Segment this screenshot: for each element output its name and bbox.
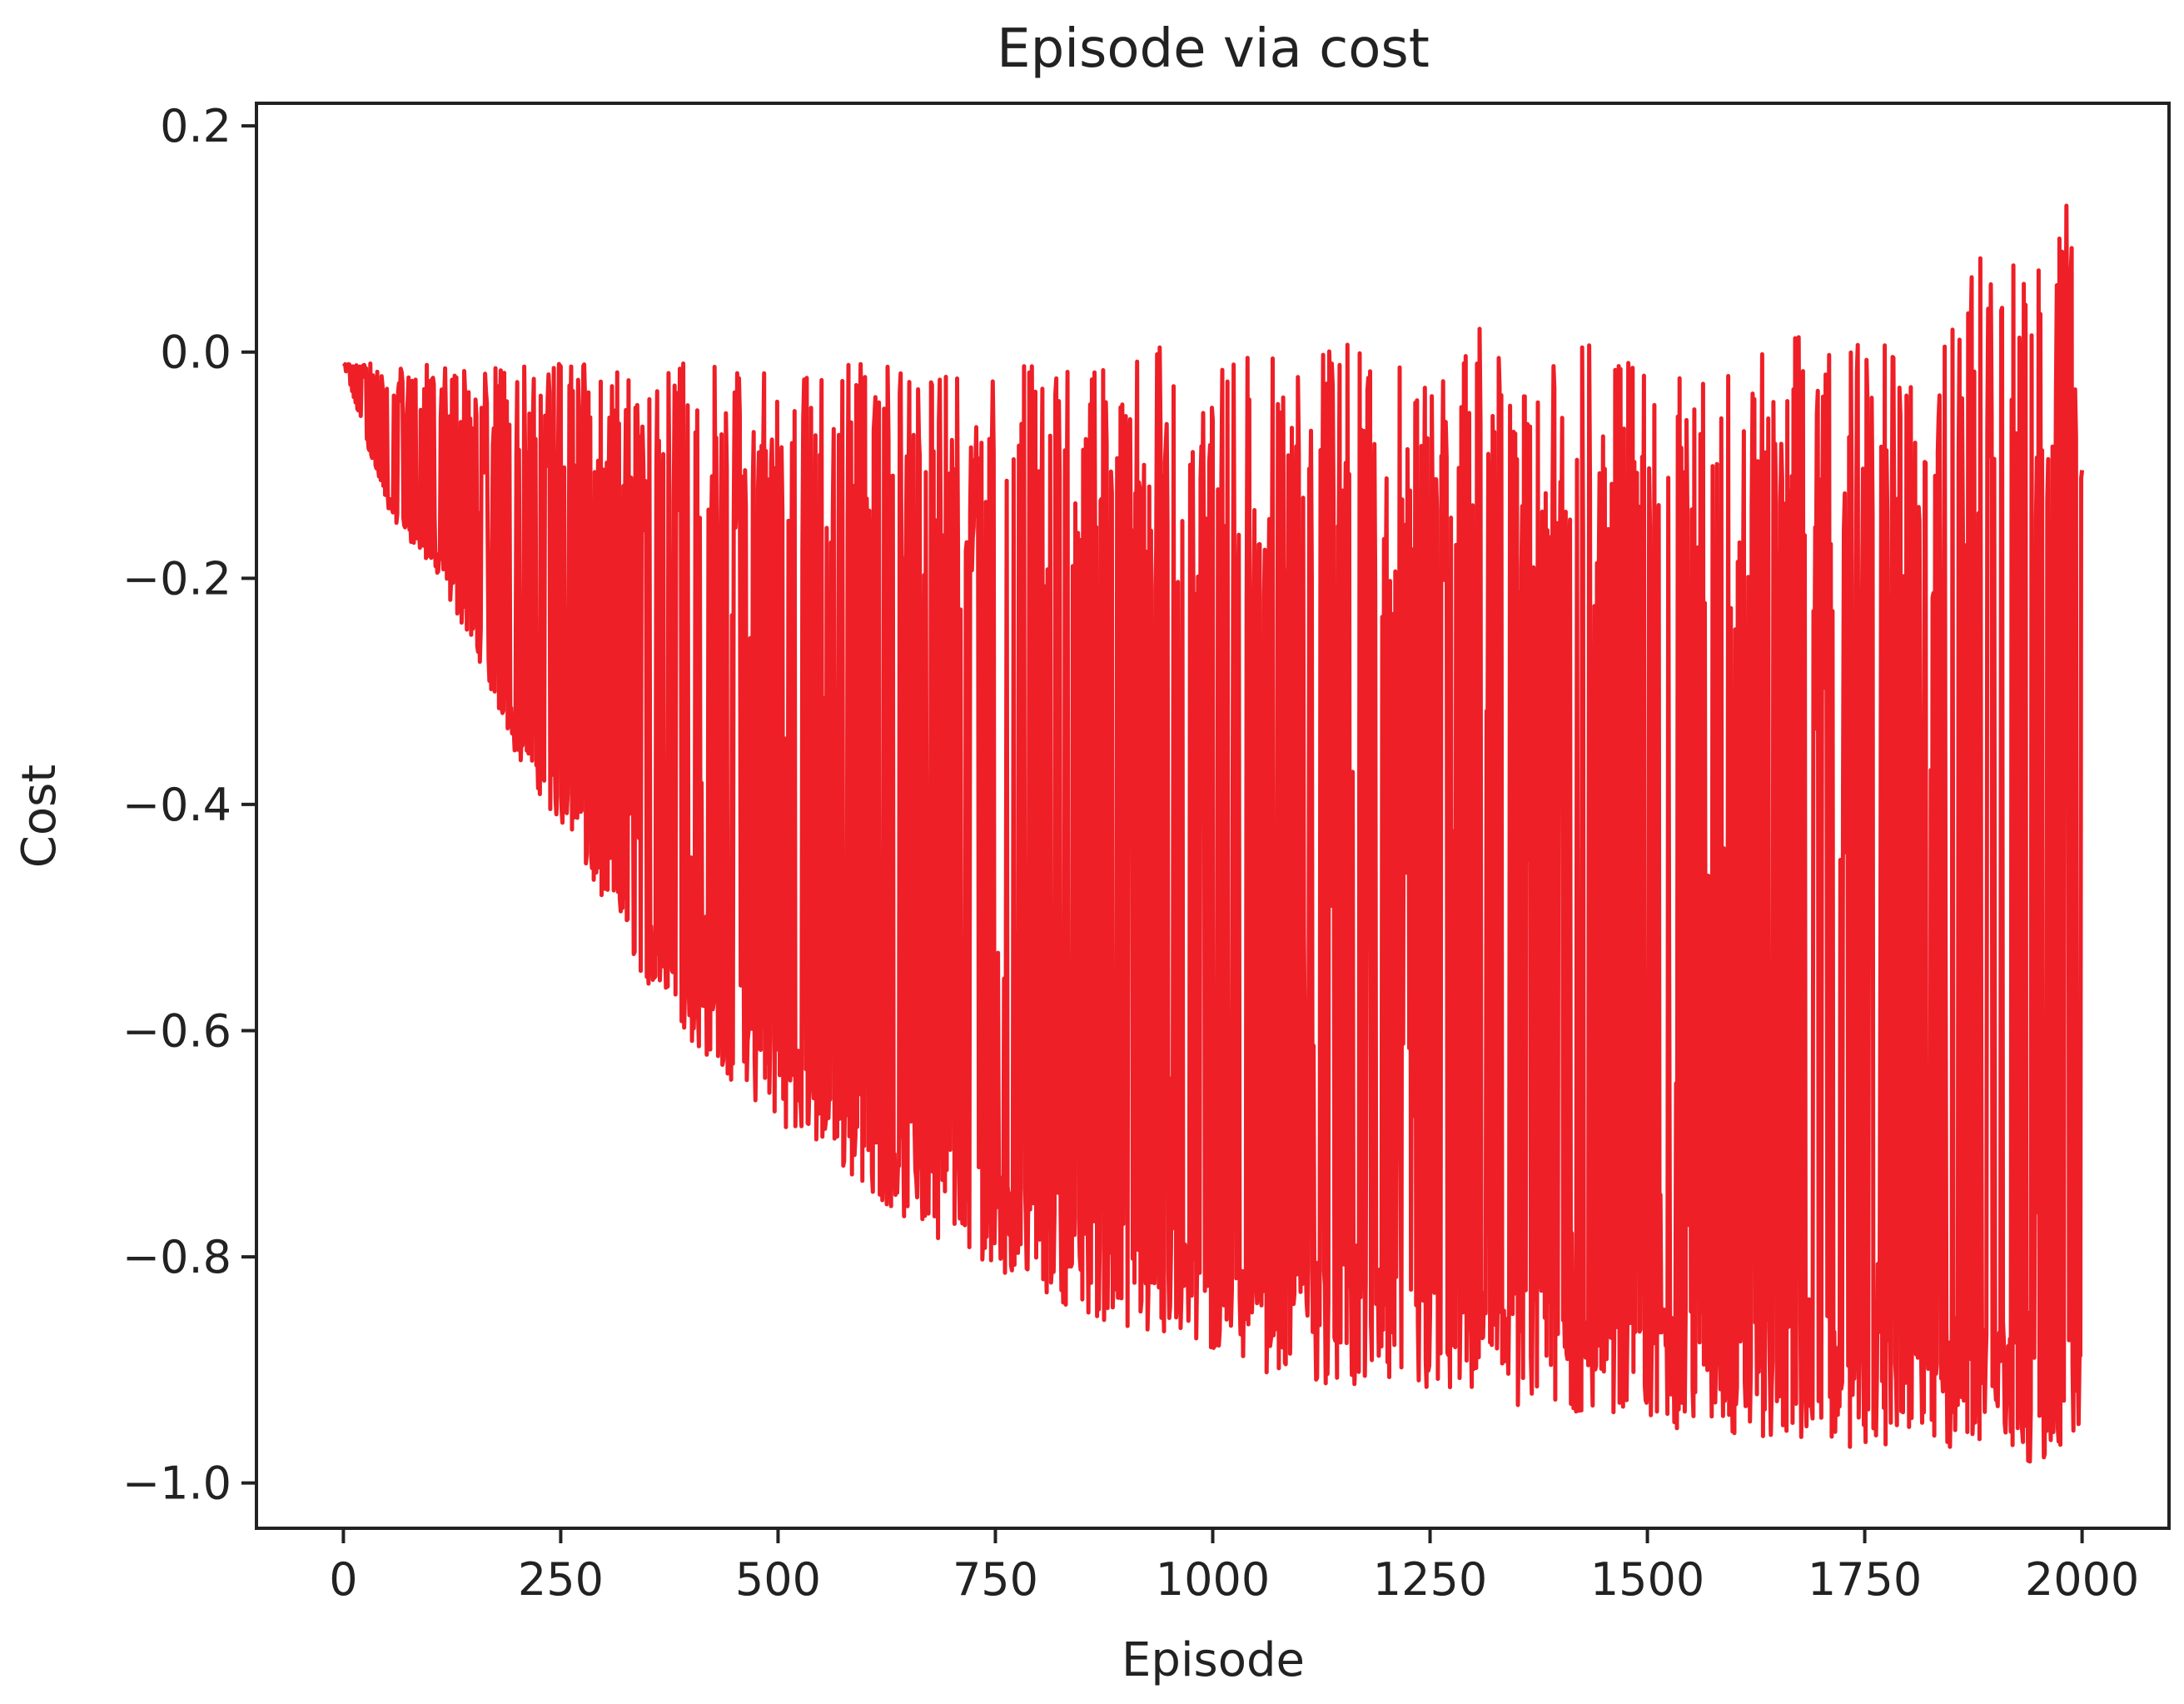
y-axis: 0.2 0.0 −0.2 −0.4 −0.6 −0.8 −1.0 xyxy=(122,100,256,1510)
x-tick-label: 500 xyxy=(735,1553,821,1606)
y-tick-label: 0.0 xyxy=(160,326,231,379)
x-tick-label: 0 xyxy=(329,1553,357,1606)
x-tick-label: 1250 xyxy=(1373,1553,1487,1606)
y-tick-label: 0.2 xyxy=(160,100,231,152)
x-axis-label: Episode xyxy=(1122,1633,1305,1687)
x-tick-label: 1000 xyxy=(1156,1553,1270,1606)
y-axis-label: Cost xyxy=(12,765,67,869)
x-axis: 0 250 500 750 1000 1250 1500 1750 2000 xyxy=(329,1528,2139,1606)
x-tick-label: 750 xyxy=(953,1553,1038,1606)
series-line xyxy=(341,203,2085,1464)
chart-title: Episode via cost xyxy=(997,18,1430,80)
x-tick-label: 2000 xyxy=(2025,1553,2139,1606)
y-tick-label: −0.2 xyxy=(122,552,231,605)
y-tick-label: −0.6 xyxy=(122,1005,231,1058)
x-tick-label: 250 xyxy=(518,1553,604,1606)
x-tick-label: 1750 xyxy=(1808,1553,1922,1606)
y-tick-label: −0.4 xyxy=(122,779,231,831)
y-tick-label: −1.0 xyxy=(122,1457,231,1510)
y-tick-label: −0.8 xyxy=(122,1231,231,1283)
x-tick-label: 1500 xyxy=(1590,1553,1704,1606)
series-layer xyxy=(341,203,2085,1464)
